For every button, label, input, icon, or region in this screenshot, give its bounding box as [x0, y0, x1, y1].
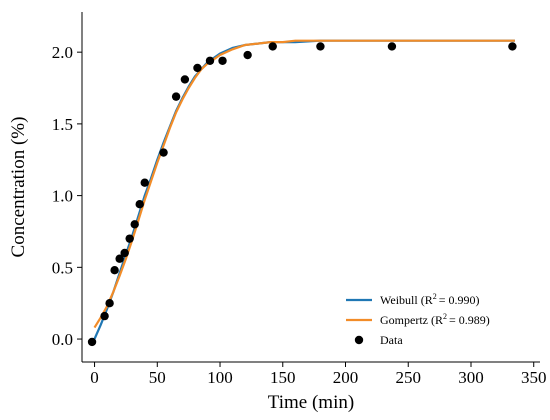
data-point	[316, 42, 325, 51]
data-point	[105, 298, 114, 308]
legend-label-r2: = 0.989)	[449, 313, 490, 327]
legend-label-0: Weibull (R2 = 0.990)	[380, 292, 479, 307]
data-point	[87, 337, 97, 347]
x-tick-label: 100	[207, 368, 233, 387]
x-tick-label: 150	[270, 368, 296, 387]
data-point	[120, 248, 129, 258]
legend-label-1: Gompertz (R2 = 0.989)	[380, 312, 490, 327]
x-tick-label: 250	[395, 368, 421, 387]
y-axis-title: Concentration (%)	[8, 117, 29, 258]
data-point	[193, 63, 202, 73]
y-tick-label: 2.0	[52, 43, 73, 62]
data-point	[205, 56, 215, 65]
legend-superscript: 2	[433, 292, 437, 301]
legend-label-r2: = 0.990)	[439, 293, 480, 307]
data-point	[387, 42, 397, 51]
y-tick-label: 1.0	[52, 187, 73, 206]
data-point	[218, 56, 227, 65]
series-line-1	[93, 39, 515, 329]
y-tick-label: 0.0	[52, 330, 73, 349]
plot-area	[87, 39, 517, 347]
legend-label-main: Gompertz (R	[380, 313, 443, 327]
legend: Weibull (R2 = 0.990)Gompertz (R2 = 0.989)D…	[346, 292, 490, 347]
x-axis-title: Time (min)	[268, 392, 354, 413]
y-tick-label: 0.5	[52, 258, 73, 277]
data-point	[140, 178, 149, 187]
legend-superscript: 2	[443, 312, 447, 321]
data-point	[159, 148, 168, 157]
x-tick-label: 350	[521, 368, 547, 387]
x-tick-label: 300	[458, 368, 484, 387]
data-point	[180, 75, 190, 84]
data-point	[100, 311, 109, 321]
x-tick-label: 50	[149, 368, 166, 387]
legend-label-2: Data	[380, 333, 403, 347]
data-point	[508, 42, 517, 51]
data-point	[243, 50, 252, 60]
legend-swatch-2	[354, 335, 364, 345]
legend-label-main: Weibull (R	[380, 293, 433, 307]
x-tick-label: 0	[90, 368, 99, 387]
data-point	[135, 200, 144, 209]
data-point	[171, 92, 181, 101]
data-point	[268, 42, 277, 51]
data-point	[115, 254, 124, 263]
y-tick-label: 1.5	[52, 115, 73, 134]
x-tick-label: 200	[333, 368, 359, 387]
axes: 0 50 100 150 200 250 300 350 0.0 0.5 1.0 1.5 2.0 Time…	[8, 12, 546, 413]
data-point	[130, 220, 139, 229]
data-point	[110, 265, 119, 275]
data-point	[125, 234, 134, 243]
